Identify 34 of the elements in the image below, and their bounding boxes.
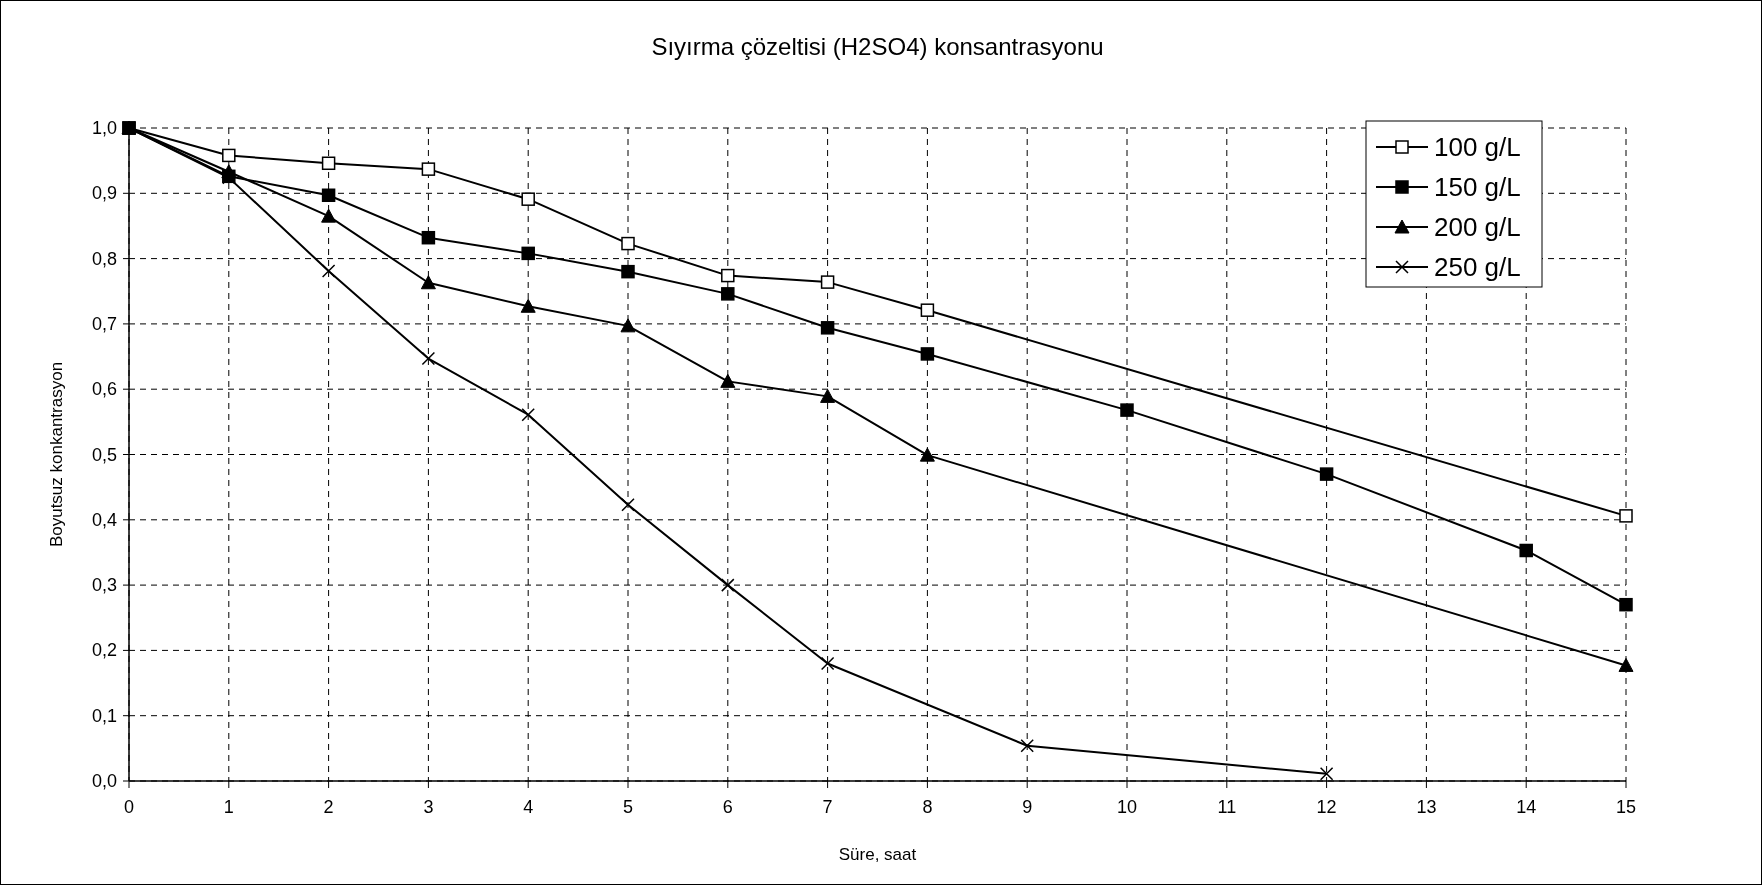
x-tick-label: 5 (622, 797, 634, 817)
x-tick-label: 3 (423, 797, 434, 817)
legend-label: 100 g/L (1434, 132, 1521, 162)
x-tick-label: 2 (323, 797, 334, 817)
y-tick-label: 0,8 (91, 248, 117, 269)
y-tick-label: 0,0 (91, 771, 117, 791)
x-tick-label: 11 (1217, 797, 1237, 817)
x-tick-label: 1 (223, 797, 234, 817)
x-tick-label: 7 (822, 797, 833, 817)
y-tick-label: 0,1 (91, 705, 117, 726)
y-tick-label: 1,0 (91, 118, 117, 138)
x-tick-label: 9 (1022, 797, 1033, 817)
y-axis-title: Boyutsuz konkantrasyon (47, 361, 66, 548)
legend-label: 200 g/L (1434, 212, 1521, 242)
y-tick-label: 0,4 (91, 509, 117, 530)
x-tick-label: 0 (123, 797, 135, 817)
x-tick-label: 4 (523, 797, 534, 817)
x-tick-label: 14 (1516, 797, 1537, 817)
legend-label: 250 g/L (1434, 252, 1521, 282)
chart-title: Sıyırma çözeltisi (H2SO4) konsantrasyonu (651, 33, 1104, 60)
x-tick-label: 15 (1615, 797, 1637, 817)
y-tick-label: 0,3 (91, 575, 117, 596)
y-tick-label: 0,6 (91, 379, 117, 400)
legend-label: 150 g/L (1434, 172, 1521, 202)
x-axis-title: Süre, saat (838, 845, 917, 864)
x-tick-label: 13 (1416, 797, 1437, 817)
y-tick-label: 0,9 (91, 183, 117, 204)
x-tick-label: 10 (1116, 797, 1138, 817)
y-tick-label: 0,7 (91, 313, 117, 334)
x-tick-label: 12 (1316, 797, 1337, 817)
x-tick-label: 8 (922, 797, 933, 817)
y-tick-label: 0,5 (91, 444, 117, 465)
x-tick-label: 6 (722, 797, 733, 817)
y-tick-label: 0,2 (91, 640, 117, 661)
